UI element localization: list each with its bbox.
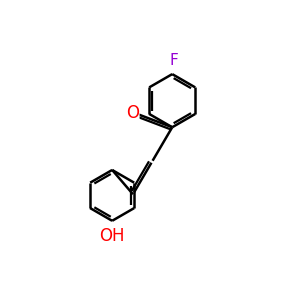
Text: OH: OH [99, 227, 125, 245]
Text: F: F [170, 53, 178, 68]
Text: O: O [126, 104, 139, 122]
